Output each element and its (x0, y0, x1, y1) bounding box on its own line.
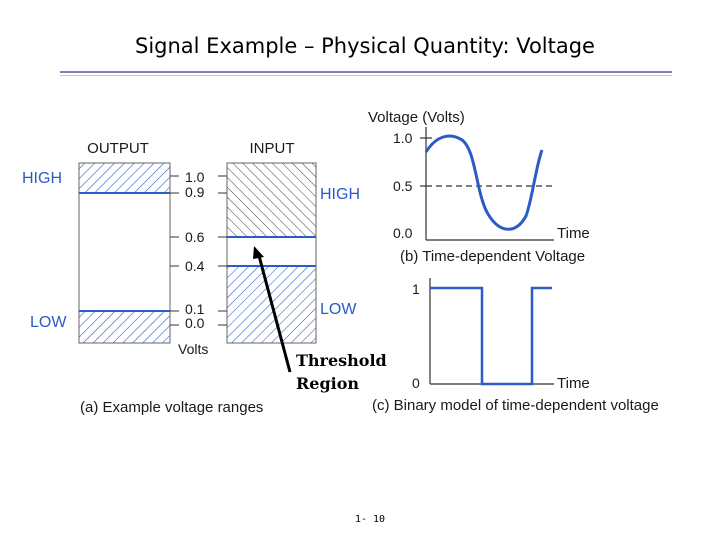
caption-b: (b) Time-dependent Voltage (400, 248, 585, 265)
c-time-label: Time (557, 375, 590, 392)
b-tick-label-1-0: 1.0 (393, 130, 413, 146)
panel-c: 1 0 Time (c) Binary model of time-depend… (372, 278, 659, 414)
caption-c: (c) Binary model of time-dependent volta… (372, 397, 659, 414)
threshold-annotation: Threshold Region (253, 246, 387, 393)
threshold-label-line2: Region (296, 374, 359, 393)
panel-a: OUTPUT INPUT HIGH LOW HIGH LOW 1.0 0.9 0… (22, 140, 360, 416)
slide-title: Signal Example – Physical Quantity: Volt… (135, 34, 595, 58)
tick-label-1-0: 1.0 (185, 169, 205, 185)
threshold-arrow-line (256, 251, 292, 373)
tick-label-0-0: 0.0 (185, 315, 205, 331)
c-tick-label-0: 0 (412, 375, 420, 391)
output-high-band (79, 163, 170, 193)
binary-waveform (430, 286, 552, 386)
voltage-curve (424, 134, 544, 231)
threshold-label-line1: Threshold (296, 351, 387, 370)
caption-a: (a) Example voltage ranges (80, 399, 263, 416)
tick-label-0-6: 0.6 (185, 229, 205, 245)
tick-label-0-4: 0.4 (185, 258, 205, 274)
input-header: INPUT (250, 140, 295, 157)
output-low-label: LOW (30, 314, 67, 331)
volts-label: Volts (178, 341, 208, 357)
panel-b: Voltage (Volts) 1.0 0.5 0.0 Time (b) Tim… (368, 109, 590, 265)
c-tick-label-1: 1 (412, 281, 420, 297)
tick-label-0-9: 0.9 (185, 184, 205, 200)
b-tick-label-0-5: 0.5 (393, 178, 413, 194)
output-low-band (79, 311, 170, 343)
voltage-axis-label: Voltage (Volts) (368, 109, 465, 126)
input-high-band (227, 163, 316, 237)
tick-marks (170, 175, 227, 326)
title-rule-light (60, 75, 672, 76)
output-header: OUTPUT (87, 140, 149, 157)
page-number: 1- 10 (354, 514, 386, 525)
threshold-arrow-head (253, 246, 264, 259)
input-high-label: HIGH (320, 186, 360, 203)
tick-label-0-1: 0.1 (185, 301, 205, 317)
title-rule (60, 71, 672, 73)
output-high-label: HIGH (22, 170, 62, 187)
b-tick-label-0-0: 0.0 (393, 225, 413, 241)
b-time-label: Time (557, 225, 590, 242)
input-low-label: LOW (320, 301, 357, 318)
